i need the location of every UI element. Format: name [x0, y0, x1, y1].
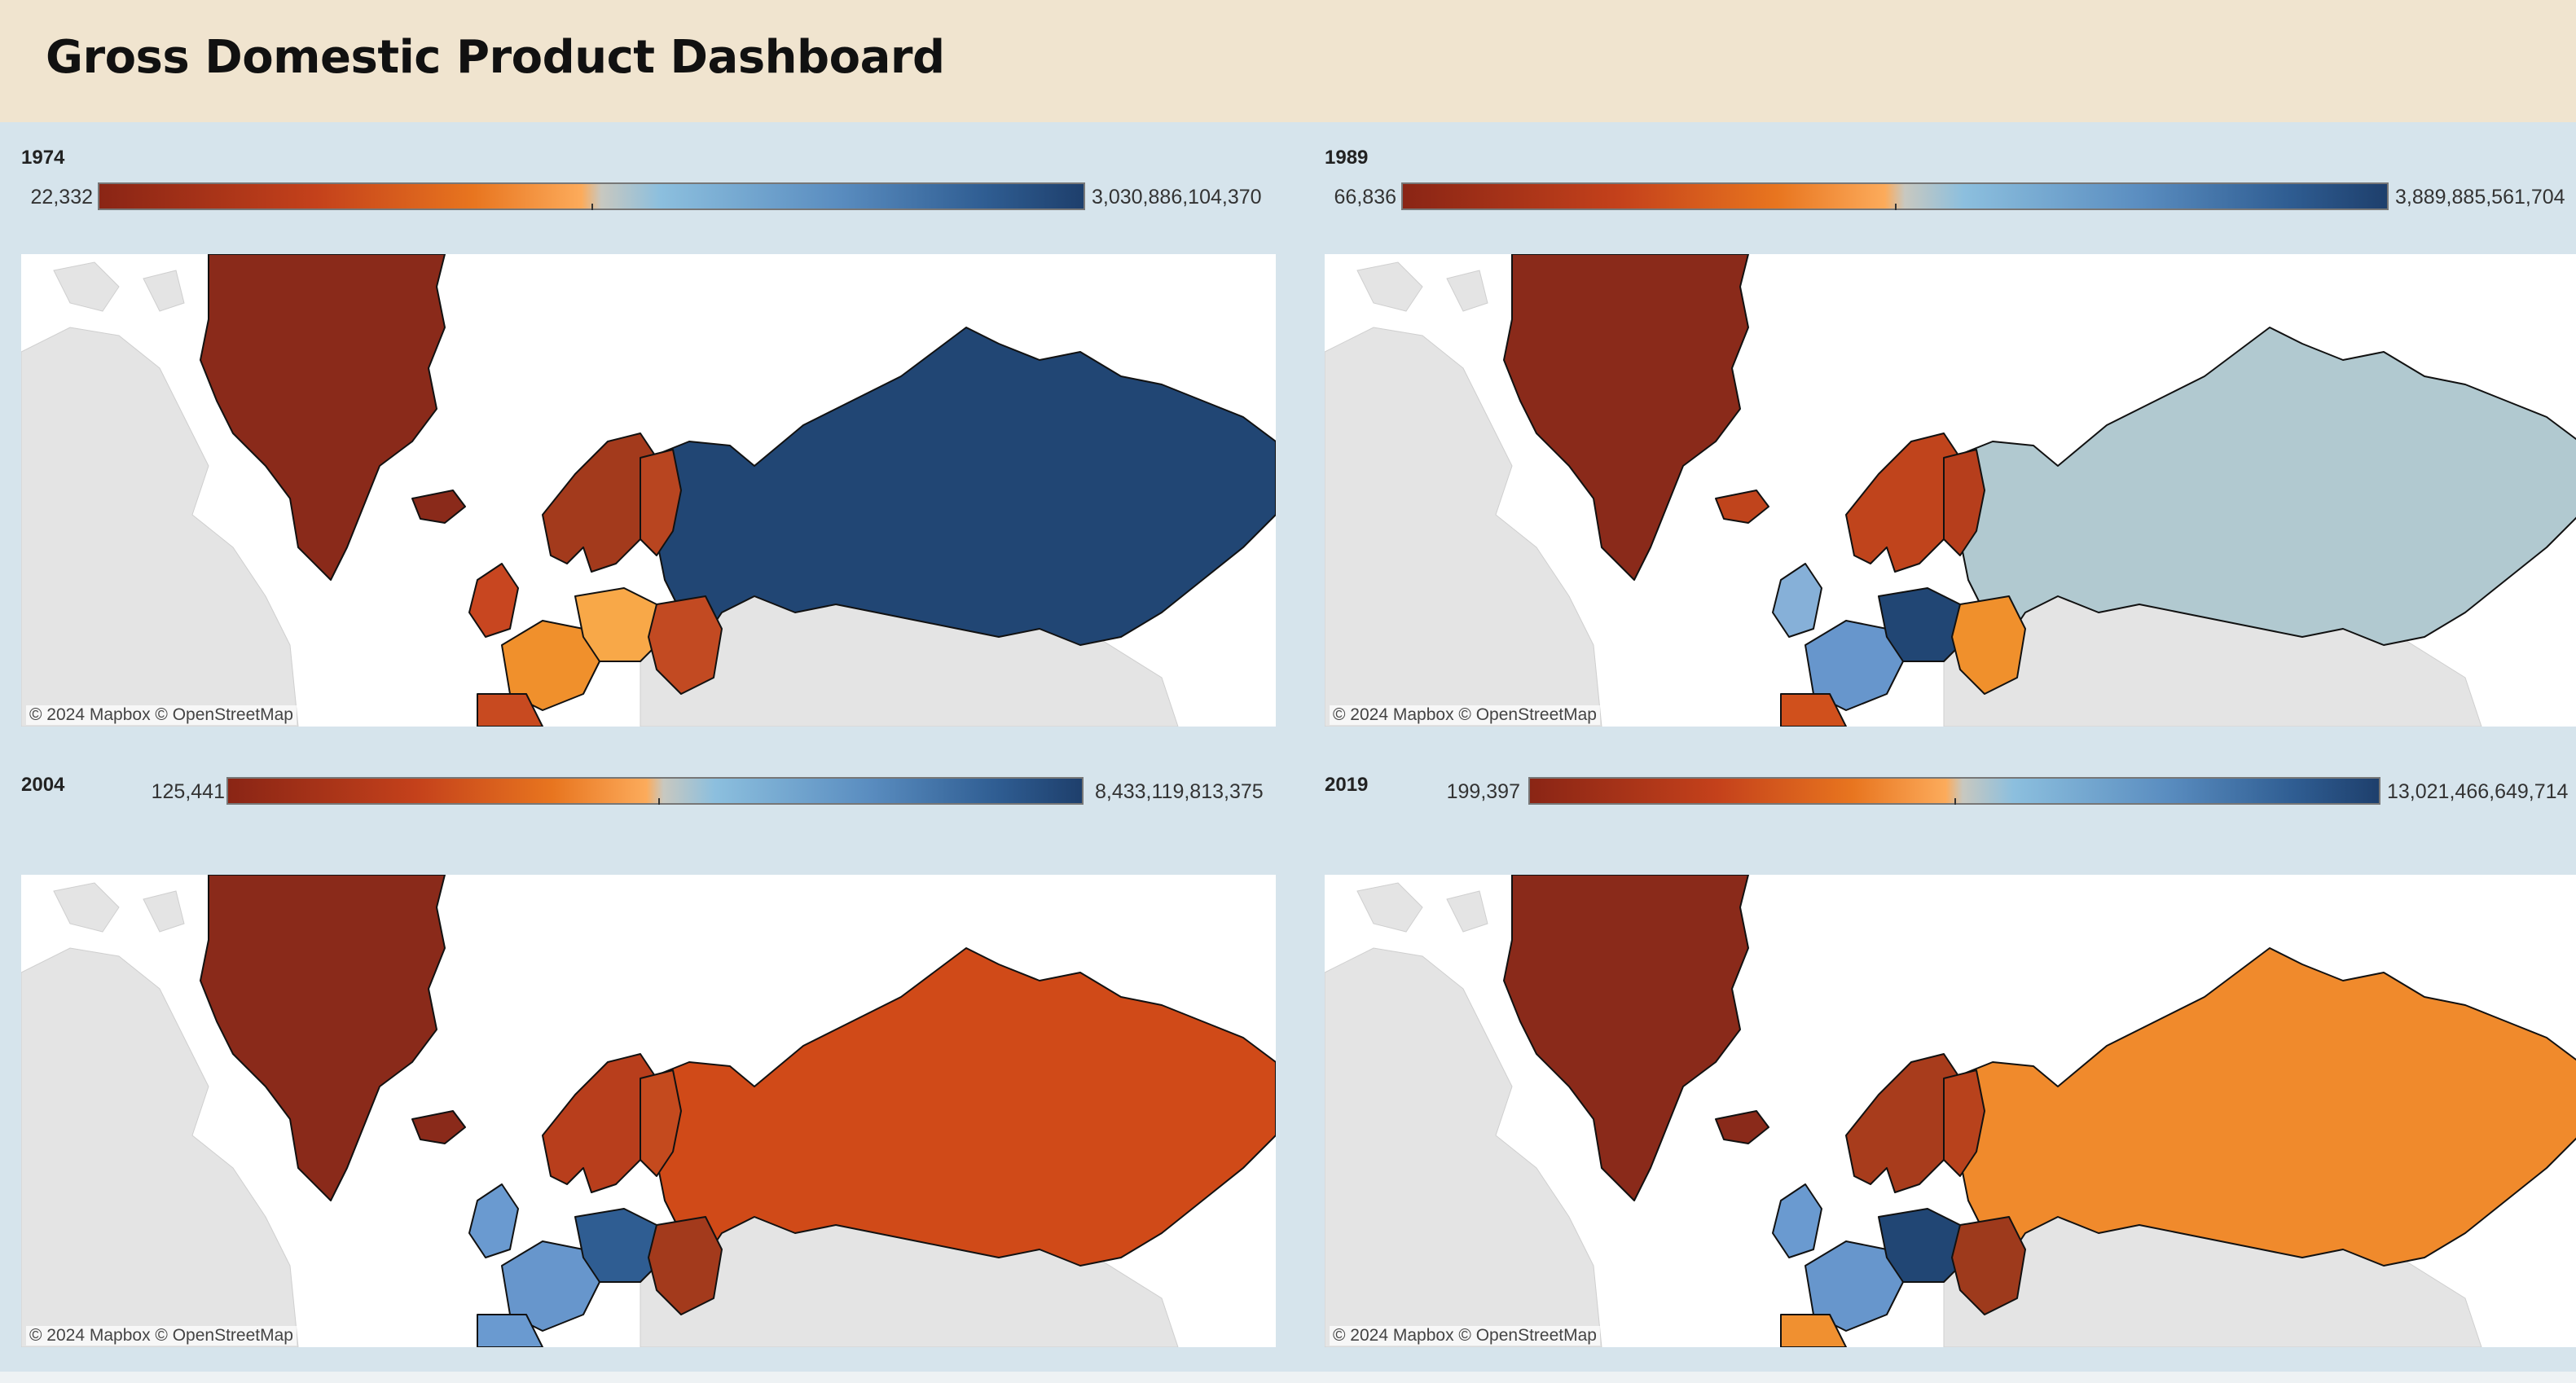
panel-year: 1974: [21, 147, 65, 169]
choropleth-map[interactable]: © 2024 Mapbox © OpenStreetMap: [21, 254, 1276, 727]
legend-midpoint-tick: [1895, 204, 1897, 210]
legend-min-label: 66,836: [1334, 186, 1396, 209]
country-finland[interactable]: [640, 449, 682, 556]
map-panel-1974: 1974 22,332 3,030,886,104,370 © 2024 Map…: [21, 147, 1276, 741]
country-finland[interactable]: [1943, 1069, 1985, 1177]
map-canvas: [21, 875, 1276, 1347]
legend-max-label: 8,433,119,813,375: [1095, 780, 1264, 803]
country-iberia[interactable]: [477, 1314, 543, 1347]
country-iberia[interactable]: [477, 693, 543, 727]
canada-landmass: [1325, 947, 1602, 1347]
legend-max-label: 3,889,885,561,704: [2395, 186, 2565, 209]
country-uk[interactable]: [1772, 1183, 1822, 1258]
legend-midpoint-tick: [1954, 798, 1956, 805]
legend-min-label: 199,397: [1446, 780, 1520, 803]
legend-min-label: 22,332: [30, 186, 93, 209]
choropleth-map[interactable]: © 2024 Mapbox © OpenStreetMap: [1325, 254, 2576, 727]
country-greenland[interactable]: [1503, 875, 1749, 1201]
map-canvas: [21, 254, 1276, 727]
arctic-islands: [1356, 261, 1488, 312]
map-canvas: [1325, 875, 2576, 1347]
legend-min-label: 125,441: [151, 780, 225, 803]
country-russia[interactable]: [1951, 947, 2576, 1267]
map-attribution[interactable]: © 2024 Mapbox © OpenStreetMap: [26, 705, 297, 725]
choropleth-map[interactable]: © 2024 Mapbox © OpenStreetMap: [1325, 875, 2576, 1347]
canada-landmass: [1325, 327, 1602, 727]
map-panel-1989: 1989 66,836 3,889,885,561,704 © 2024 Map…: [1325, 147, 2576, 741]
country-eastern-europe[interactable]: [648, 1216, 723, 1315]
country-russia[interactable]: [648, 327, 1276, 646]
bottom-strip: [0, 1372, 2576, 1383]
country-iceland[interactable]: [411, 490, 466, 524]
panel-year: 2019: [1325, 774, 1369, 796]
country-uk[interactable]: [468, 563, 519, 638]
country-eastern-europe[interactable]: [1951, 595, 2026, 695]
country-iberia[interactable]: [1780, 693, 1847, 727]
country-finland[interactable]: [640, 1069, 682, 1177]
country-finland[interactable]: [1943, 449, 1985, 556]
legend-midpoint-tick: [658, 798, 660, 805]
arctic-islands: [53, 261, 185, 312]
page-title: Gross Domestic Product Dashboard: [46, 31, 945, 84]
map-canvas: [1325, 254, 2576, 727]
map-attribution[interactable]: © 2024 Mapbox © OpenStreetMap: [26, 1326, 297, 1346]
arctic-islands: [1356, 882, 1488, 933]
country-eastern-europe[interactable]: [1951, 1216, 2026, 1315]
country-iceland[interactable]: [1715, 490, 1769, 524]
panel-year: 1989: [1325, 147, 1369, 169]
country-iberia[interactable]: [1780, 1314, 1847, 1347]
legend-max-label: 3,030,886,104,370: [1092, 186, 1262, 209]
map-attribution[interactable]: © 2024 Mapbox © OpenStreetMap: [1330, 1326, 1600, 1346]
map-panel-2019: 2019 199,397 13,021,466,649,714 © 2024 M…: [1325, 774, 2576, 1368]
canada-landmass: [21, 947, 299, 1347]
legend-max-label: 13,021,466,649,714: [2387, 780, 2569, 803]
choropleth-map[interactable]: © 2024 Mapbox © OpenStreetMap: [21, 875, 1276, 1347]
map-panel-2004: 2004 125,441 8,433,119,813,375 © 2024 Ma…: [21, 774, 1276, 1368]
arctic-islands: [53, 882, 185, 933]
dashboard-header: Gross Domestic Product Dashboard: [0, 0, 2576, 122]
country-uk[interactable]: [1772, 563, 1822, 638]
country-russia[interactable]: [648, 947, 1276, 1267]
canada-landmass: [21, 327, 299, 727]
legend-color-bar[interactable]: [1401, 182, 2389, 210]
legend-color-bar[interactable]: [226, 777, 1084, 805]
country-uk[interactable]: [468, 1183, 519, 1258]
country-iceland[interactable]: [411, 1110, 466, 1144]
country-eastern-europe[interactable]: [648, 595, 723, 695]
legend-midpoint-tick: [591, 204, 593, 210]
country-greenland[interactable]: [1503, 254, 1749, 581]
country-iceland[interactable]: [1715, 1110, 1769, 1144]
country-greenland[interactable]: [200, 254, 446, 581]
panel-year: 2004: [21, 774, 65, 796]
country-russia[interactable]: [1951, 327, 2576, 646]
country-greenland[interactable]: [200, 875, 446, 1201]
map-attribution[interactable]: © 2024 Mapbox © OpenStreetMap: [1330, 705, 1600, 725]
